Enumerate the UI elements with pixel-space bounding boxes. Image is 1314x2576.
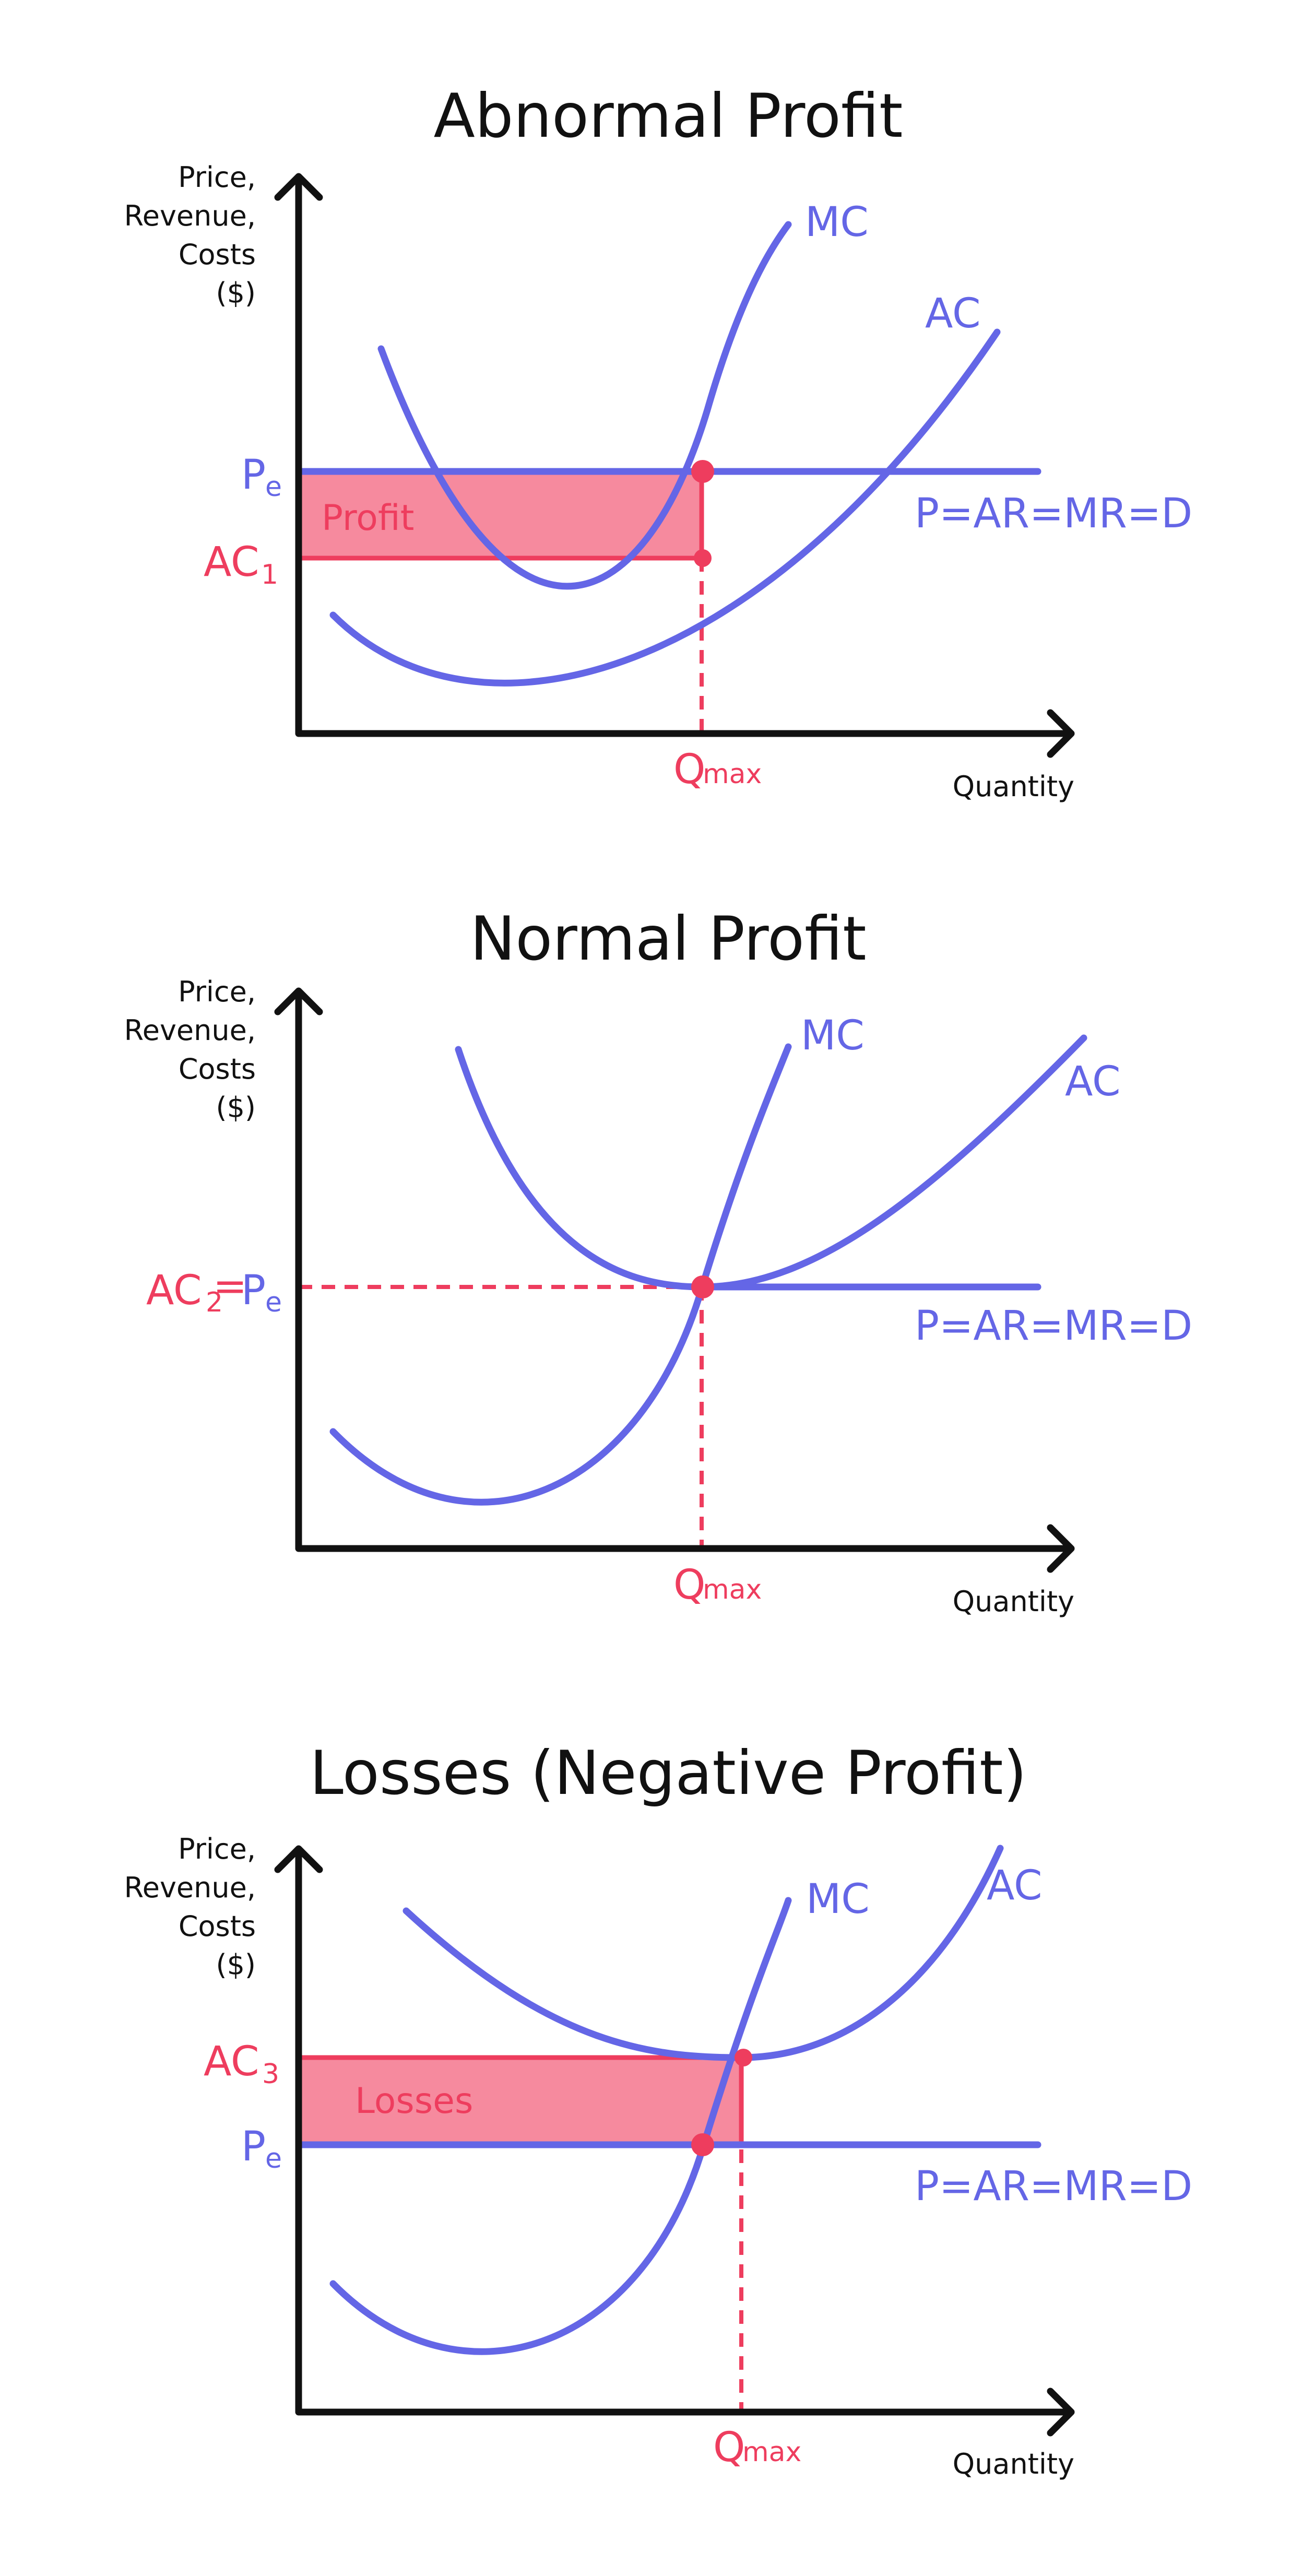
- x-axis-label: Quantity: [953, 2448, 1074, 2480]
- abnormal-profit-diagram: Abnormal Profit Price, Revenue, Costs ($…: [124, 81, 1193, 803]
- x-axis-arrowhead: [1047, 1524, 1075, 1573]
- qmax-subscript: max: [742, 2437, 801, 2468]
- mc-curve: [329, 1897, 792, 2355]
- x-axis-label: Quantity: [953, 770, 1074, 803]
- y-axis-label-line-1: Price,: [178, 1833, 256, 1865]
- y-axis-label-line-4: ($): [216, 277, 256, 310]
- normal-profit-diagram: Normal Profit Price, Revenue, Costs ($) …: [124, 904, 1193, 1618]
- y-axis-arrowhead: [274, 173, 323, 201]
- axes: [295, 1846, 1074, 2416]
- ac-curve: [455, 1034, 1087, 1291]
- qmax-label: Q: [713, 2424, 745, 2471]
- ac1-label: AC: [204, 539, 259, 586]
- y-axis-label-line-4: ($): [216, 1091, 256, 1124]
- qmax-label: Q: [673, 746, 705, 793]
- y-axis-label-line-3: Costs: [179, 238, 256, 271]
- losses-region-label: Losses: [355, 2081, 473, 2122]
- ac-point: [735, 2049, 752, 2066]
- y-axis-label-line-1: Price,: [178, 975, 256, 1008]
- equilibrium-point: [691, 460, 714, 483]
- equilibrium-point: [691, 1275, 714, 1298]
- price-label: P: [241, 452, 266, 499]
- price-label: P: [241, 1267, 266, 1314]
- equals-sign: =: [213, 1263, 247, 1310]
- ac2-subscript: 2: [206, 1287, 223, 1318]
- x-axis-label: Quantity: [953, 1585, 1074, 1618]
- ac2-label: AC: [146, 1267, 202, 1314]
- y-axis-label-line-2: Revenue,: [124, 199, 256, 232]
- equilibrium-point: [691, 2133, 714, 2156]
- losses-region: [296, 2055, 744, 2147]
- y-axis-label-line-2: Revenue,: [124, 1014, 256, 1047]
- ac-label: AC: [1065, 1058, 1120, 1105]
- ac-point: [694, 549, 712, 567]
- ac-curve: [403, 1845, 1004, 2061]
- y-axis-label-line-1: Price,: [178, 161, 256, 194]
- x-axis-arrowhead: [1047, 709, 1075, 758]
- price-subscript: e: [265, 2143, 282, 2175]
- qmax-subscript: max: [703, 759, 762, 790]
- axes: [295, 174, 1074, 737]
- demand-label: P=AR=MR=D: [915, 1303, 1192, 1350]
- mc-label: MC: [801, 1012, 865, 1059]
- mc-label: MC: [806, 1876, 870, 1923]
- demand-label: P=AR=MR=D: [915, 490, 1192, 537]
- profit-region-label: Profit: [322, 498, 414, 539]
- ac3-label: AC: [204, 2038, 259, 2085]
- y-axis-label-line-3: Costs: [179, 1053, 256, 1085]
- diagram-title: Abnormal Profit: [434, 81, 903, 151]
- ac-label: AC: [987, 1862, 1042, 1909]
- price-subscript: e: [265, 1287, 282, 1318]
- demand-label: P=AR=MR=D: [915, 2163, 1192, 2210]
- qmax-subscript: max: [703, 1574, 762, 1605]
- ac1-subscript: 1: [261, 559, 278, 590]
- diagram-title: Losses (Negative Profit): [310, 1738, 1027, 1809]
- axes: [295, 988, 1074, 1552]
- y-axis-label-line-4: ($): [216, 1948, 256, 1981]
- mc-label: MC: [805, 199, 869, 246]
- diagram-title: Normal Profit: [470, 904, 866, 974]
- mc-curve: [377, 221, 792, 590]
- losses-diagram: Losses (Negative Profit) Price, Revenue,…: [124, 1738, 1193, 2480]
- price-label: P: [241, 2123, 266, 2170]
- y-axis-arrowhead: [274, 1845, 323, 1873]
- y-axis-label-line-3: Costs: [179, 1910, 256, 1943]
- y-axis-arrowhead: [274, 987, 323, 1015]
- x-axis-arrowhead: [1047, 2388, 1075, 2437]
- qmax-label: Q: [673, 1562, 705, 1609]
- price-subscript: e: [265, 471, 282, 503]
- ac-curve: [329, 328, 1001, 687]
- mc-curve: [329, 1043, 792, 1506]
- y-axis-label-line-2: Revenue,: [124, 1871, 256, 1904]
- ac3-subscript: 3: [262, 2059, 279, 2090]
- ac-label: AC: [925, 290, 980, 337]
